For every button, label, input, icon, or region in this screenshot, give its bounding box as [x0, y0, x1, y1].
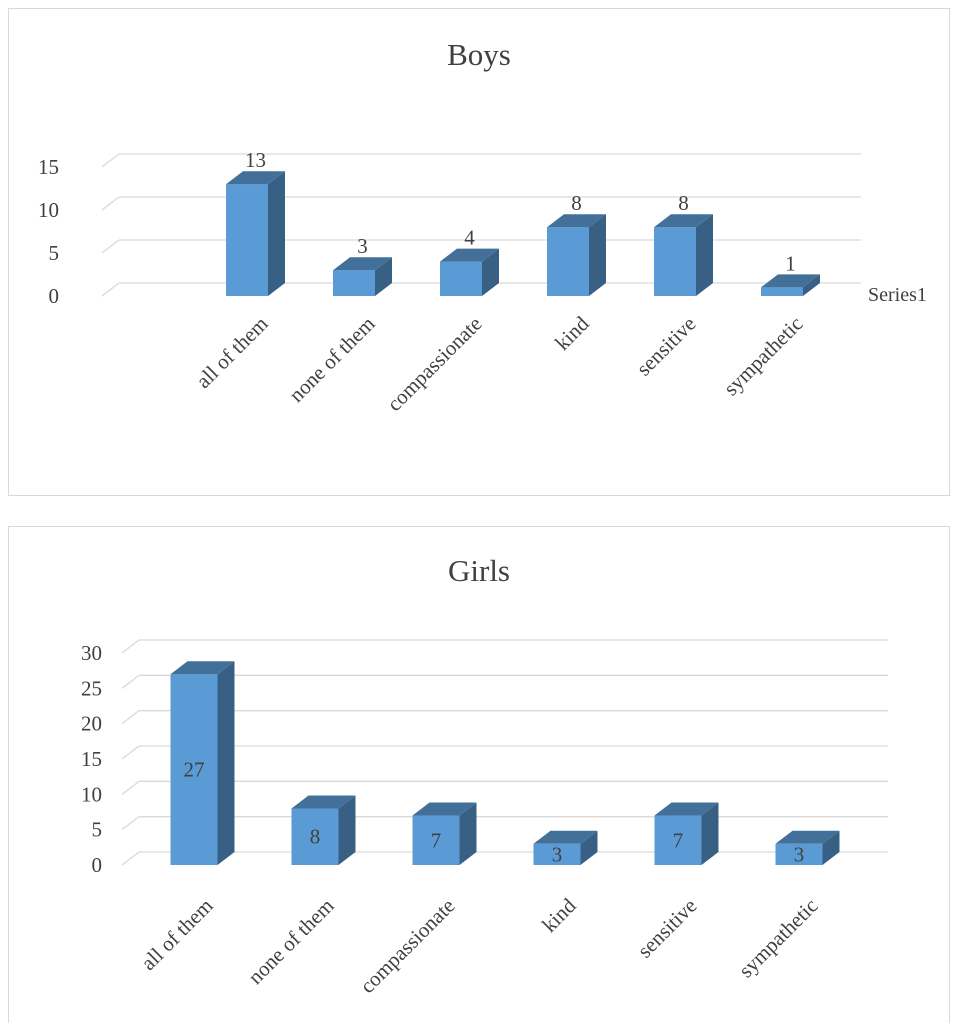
gridline-diagonal [121, 639, 140, 654]
bar-front [226, 184, 268, 296]
boys-chart-title: Boys [447, 37, 511, 72]
bar-top [761, 274, 820, 288]
bar-front [533, 843, 581, 865]
y-tick-label: 30 [81, 641, 102, 665]
category-label: compassionate [355, 894, 459, 998]
boys-chart-panel: Boys 0 5 10 15 13 all of them 3 none of them 4 co… [8, 8, 950, 496]
bar-top [291, 795, 356, 809]
bar-top [170, 661, 235, 675]
data-label: 4 [464, 226, 475, 250]
data-label: 8 [678, 191, 689, 215]
data-label: 27 [184, 758, 205, 782]
bar-side [375, 257, 392, 296]
bar-side [482, 248, 499, 296]
girls-chart-title: Girls [448, 553, 510, 588]
bar-side [701, 802, 719, 865]
data-label: 8 [310, 825, 321, 849]
bar-top [412, 802, 477, 816]
category-label: kind [550, 311, 594, 355]
y-tick-label: 5 [92, 818, 103, 842]
y-tick-label: 25 [81, 676, 102, 700]
bar-front [333, 270, 375, 296]
y-tick-label: 5 [49, 241, 60, 265]
girls-chart-plot: 0 5 10 15 20 25 30 27 all of them 8 none of them 7 c… [81, 639, 888, 998]
bar-front [170, 674, 218, 865]
gridline-diagonal [121, 851, 140, 866]
gridline-diagonal [121, 780, 140, 795]
bar-side [268, 171, 285, 296]
bar-side [696, 214, 713, 296]
category-label: sensitive [633, 894, 702, 963]
bar-top [226, 171, 285, 185]
category-label: all of them [136, 894, 217, 975]
category-label: all of them [191, 312, 272, 393]
category-label: none of them [284, 312, 379, 407]
bar-side [589, 214, 606, 296]
bar-side [217, 661, 235, 865]
data-label: 3 [552, 842, 563, 866]
bar-side [580, 830, 598, 865]
data-label: 7 [431, 828, 442, 852]
data-label: 3 [357, 234, 368, 258]
bar-top [333, 257, 392, 271]
gridline-diagonal [101, 196, 120, 211]
bar-side [803, 274, 820, 296]
gridline-diagonal [121, 674, 140, 689]
category-label: kind [537, 893, 581, 937]
boys-chart-plot: 0 5 10 15 13 all of them 3 none of them 4 compass… [38, 148, 927, 416]
y-tick-label: 10 [38, 198, 59, 222]
data-label: 13 [245, 148, 266, 172]
bar-side [338, 795, 356, 865]
y-tick-label: 10 [81, 782, 102, 806]
y-tick-label: 15 [38, 155, 59, 179]
data-label: 3 [794, 842, 805, 866]
bar-front [761, 287, 803, 296]
bar-top [775, 830, 840, 844]
category-label: sympathetic [719, 312, 808, 401]
bar-front [291, 808, 339, 865]
data-label: 7 [673, 828, 684, 852]
bar-side [822, 830, 840, 865]
category-label: sympathetic [734, 894, 823, 983]
bar-side [459, 802, 477, 865]
bar-front [547, 227, 589, 296]
gridline-diagonal [121, 816, 140, 831]
bar-top [440, 248, 499, 262]
y-tick-label: 20 [81, 712, 102, 736]
category-label: none of them [243, 894, 338, 989]
legend-series-label: Series1 [868, 284, 927, 306]
bar-front [440, 261, 482, 296]
gridline-diagonal [101, 239, 120, 254]
data-label: 8 [571, 191, 582, 215]
bar-top [654, 802, 719, 816]
category-label: sensitive [632, 312, 701, 381]
bar-front [412, 815, 460, 865]
bar-top [547, 214, 606, 228]
y-tick-label: 0 [92, 853, 103, 877]
bar-front [775, 843, 823, 865]
y-tick-label: 0 [49, 284, 60, 308]
category-label: compassionate [382, 312, 486, 416]
girls-chart-panel: Girls 0 5 10 15 20 25 30 27 all of them 8 none of … [8, 526, 950, 1023]
gridline-diagonal [121, 710, 140, 725]
gridline-diagonal [101, 282, 120, 297]
data-label: 1 [785, 251, 796, 275]
bar-front [654, 227, 696, 296]
y-tick-label: 15 [81, 747, 102, 771]
gridline-diagonal [101, 153, 120, 168]
bar-top [533, 830, 598, 844]
gridline-diagonal [121, 745, 140, 760]
bar-front [654, 815, 702, 865]
bar-top [654, 214, 713, 228]
